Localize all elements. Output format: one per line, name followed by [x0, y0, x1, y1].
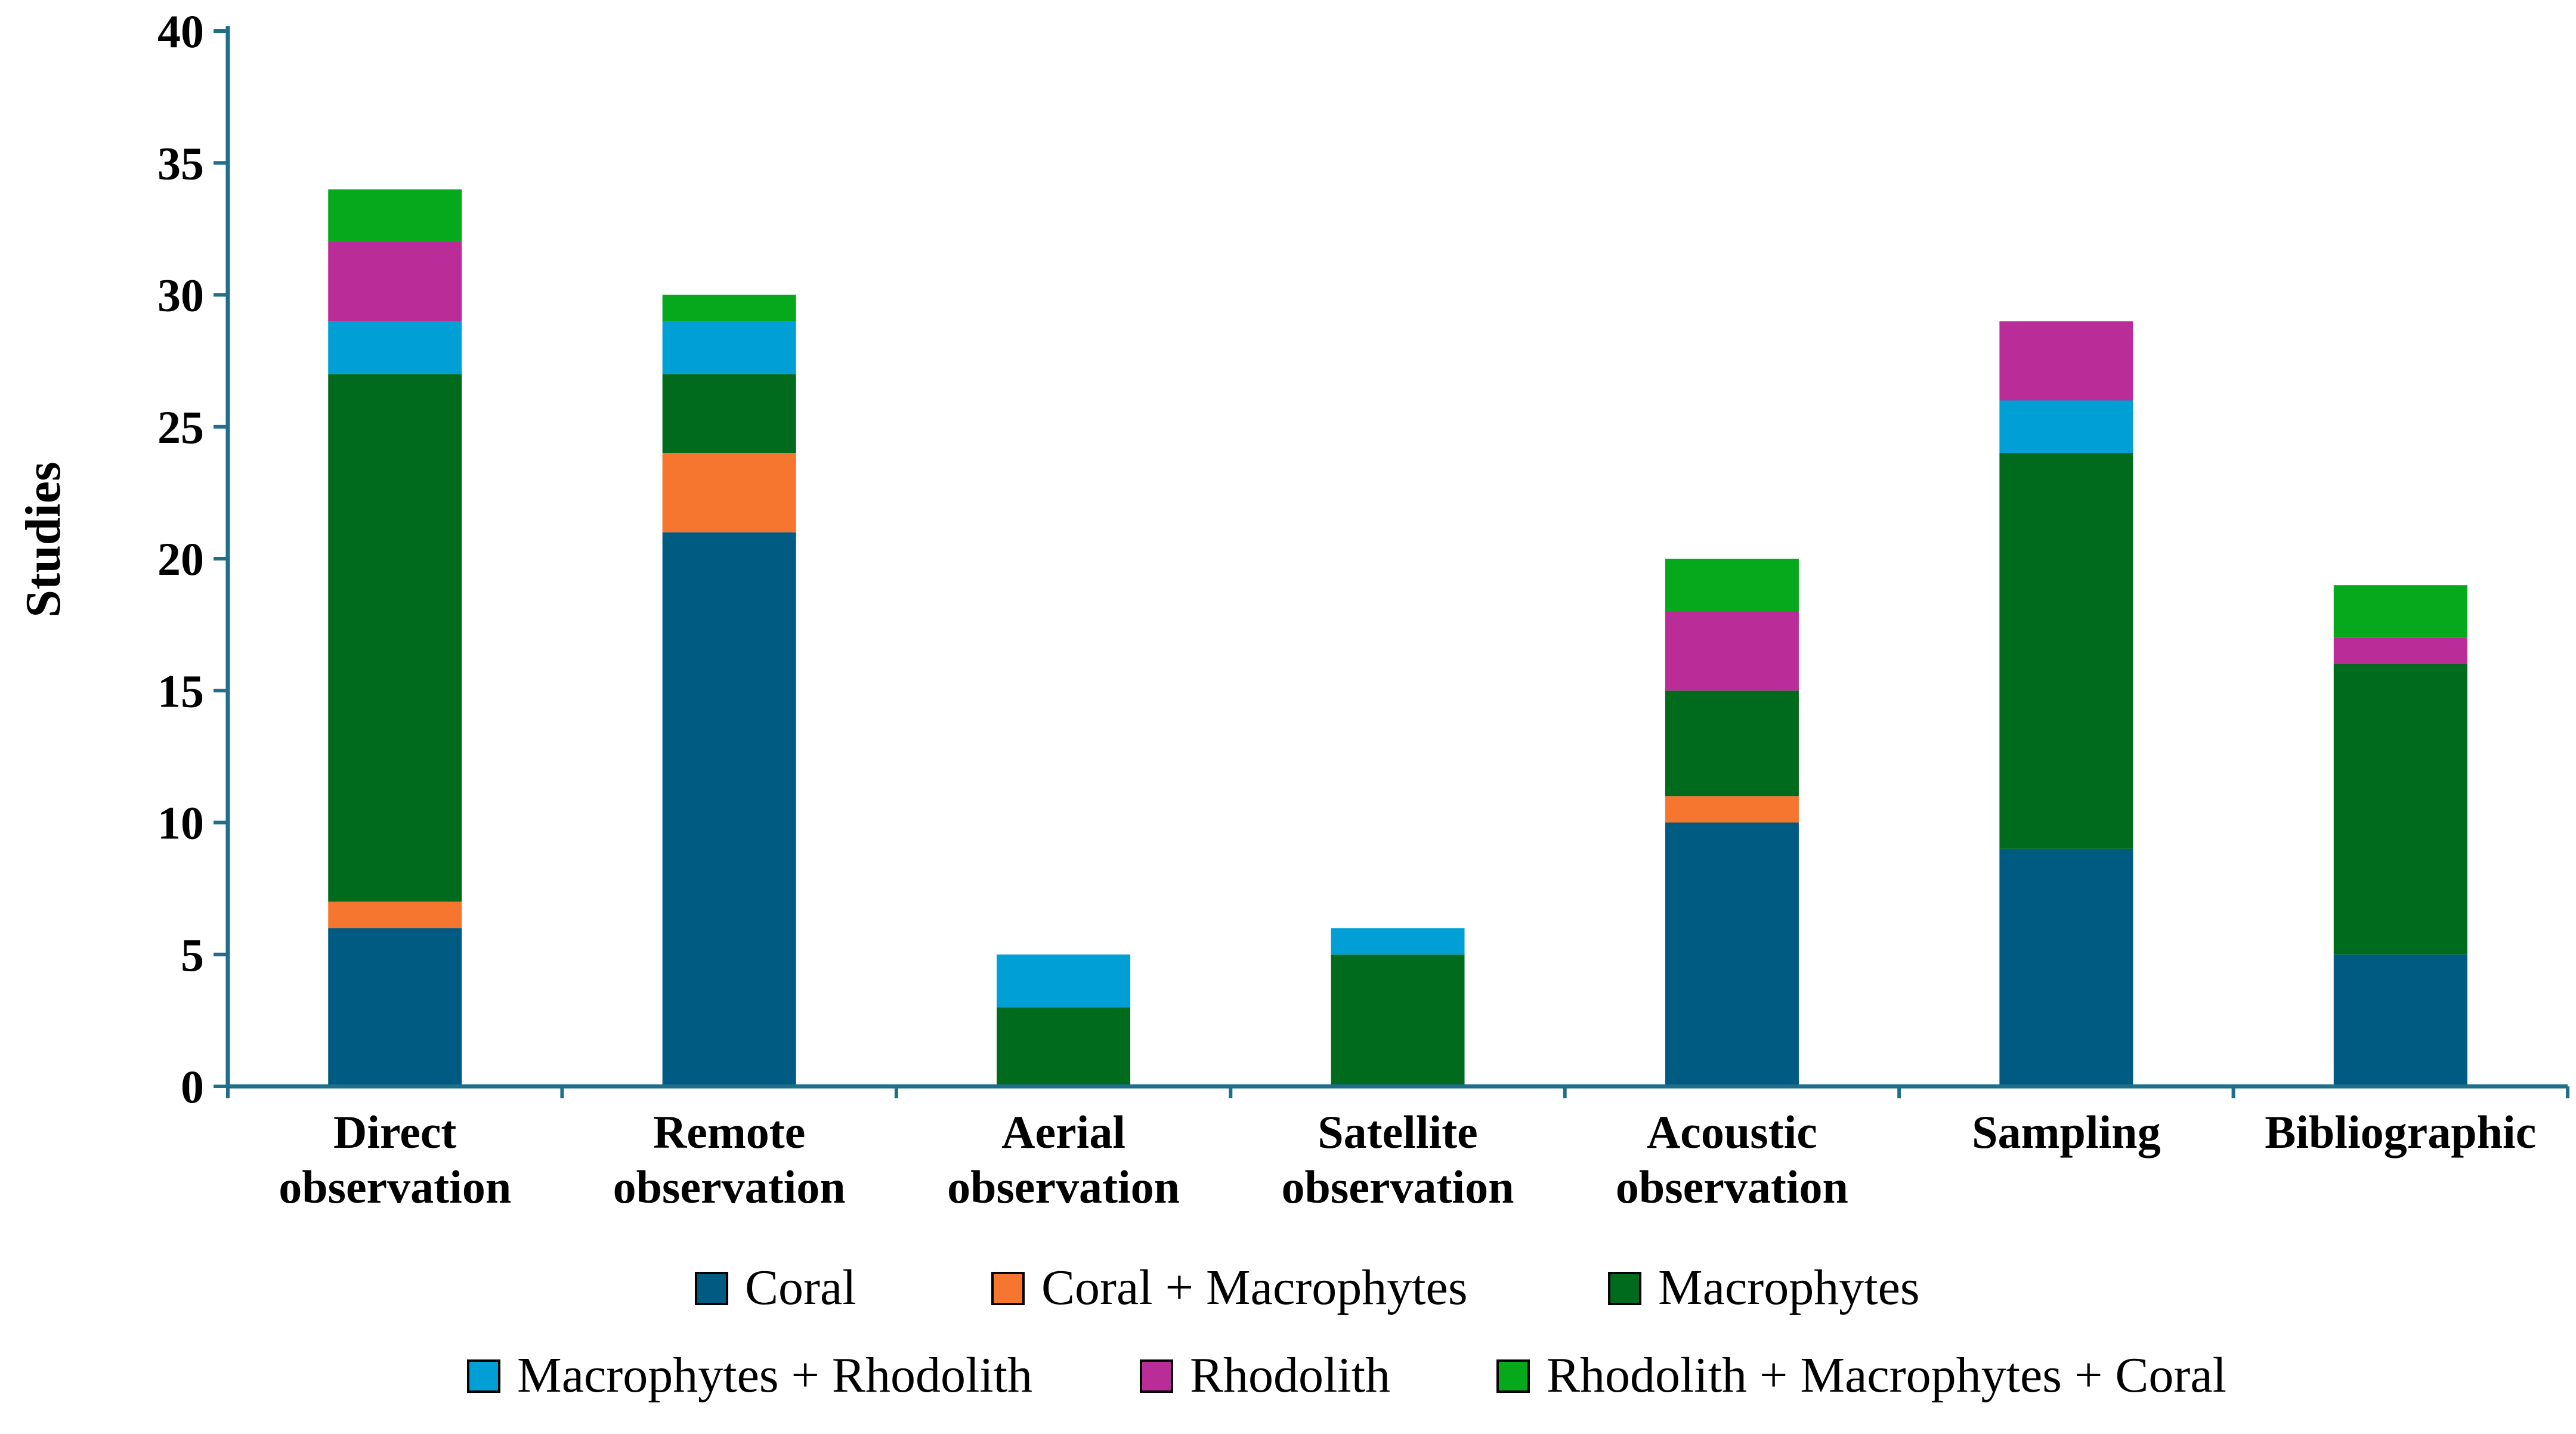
legend-item-coral: Coral: [695, 1260, 856, 1315]
category-label-acoustic-observation: Acoustic observation: [1616, 1106, 1848, 1213]
category-label-remote-observation: Remote observation: [613, 1106, 846, 1213]
legend-label-rhodolith: Rhodolith: [1190, 1348, 1390, 1403]
bar-rhodolith-acoustic-observation: [1665, 611, 1799, 691]
y-tick-label-10: 10: [157, 797, 204, 849]
bar-macrophytes-plus-rhodolith-sampling: [1999, 400, 2133, 453]
bar-macrophytes-plus-rhodolith-direct-observation: [328, 321, 462, 374]
axes-layer: [214, 26, 2569, 1098]
bar-rhodolith-direct-observation: [328, 242, 462, 321]
legend-label-coral-plus-macrophytes: Coral + Macrophytes: [1041, 1260, 1468, 1315]
legend-label-coral: Coral: [745, 1260, 856, 1315]
bar-macrophytes-acoustic-observation: [1665, 690, 1799, 797]
legend-swatch-rhodolith-plus-macrophytes-plus-coral: [1496, 1359, 1530, 1393]
legend-swatch-rhodolith: [1140, 1359, 1173, 1393]
bar-coral-plus-macrophytes-direct-observation: [328, 902, 462, 928]
legend-swatch-coral-plus-macrophytes: [991, 1272, 1025, 1305]
bar-rhodolith-plus-macrophytes-plus-coral-remote-observation: [662, 295, 796, 321]
legend-label-macrophytes: Macrophytes: [1658, 1260, 1920, 1315]
legend-swatch-coral: [695, 1272, 728, 1305]
legend-item-rhodolith: Rhodolith: [1140, 1348, 1390, 1403]
labels-layer: 0 5 10 15 20 25 30 35 40 Direct observation Remote o…: [16, 5, 2536, 1213]
y-tick-label-40: 40: [157, 5, 204, 57]
legend-layer: Coral Coral + Macrophytes Macrophytes Macro…: [467, 1260, 2226, 1403]
bar-rhodolith-plus-macrophytes-plus-coral-bibliographic: [2333, 585, 2467, 638]
bar-macrophytes-plus-rhodolith-remote-observation: [662, 321, 796, 374]
bar-rhodolith-sampling: [1999, 321, 2133, 401]
bar-rhodolith-plus-macrophytes-plus-coral-acoustic-observation: [1665, 559, 1799, 612]
y-tick-label-0: 0: [181, 1061, 204, 1113]
y-tick-label-35: 35: [157, 137, 204, 189]
bar-coral-plus-macrophytes-remote-observation: [662, 453, 796, 532]
bar-macrophytes-sampling: [1999, 453, 2133, 849]
legend-item-coral-plus-macrophytes: Coral + Macrophytes: [991, 1260, 1468, 1315]
bar-macrophytes-direct-observation: [328, 374, 462, 902]
category-label-aerial-observation: Aerial observation: [947, 1106, 1180, 1213]
y-axis-title: Studies: [16, 462, 71, 617]
bar-rhodolith-plus-macrophytes-plus-coral-direct-observation: [328, 189, 462, 242]
y-tick-label-30: 30: [157, 270, 204, 321]
bar-coral-sampling: [1999, 848, 2133, 1086]
bar-coral-acoustic-observation: [1665, 822, 1799, 1086]
legend-label-macrophytes-plus-rhodolith: Macrophytes + Rhodolith: [517, 1348, 1032, 1403]
category-label-sampling: Sampling: [1972, 1106, 2160, 1158]
bar-macrophytes-bibliographic: [2333, 664, 2467, 955]
bar-coral-remote-observation: [662, 532, 796, 1086]
legend-label-rhodolith-plus-macrophytes-plus-coral: Rhodolith + Macrophytes + Coral: [1547, 1348, 2226, 1403]
legend-item-macrophytes-plus-rhodolith: Macrophytes + Rhodolith: [467, 1348, 1032, 1403]
category-label-satellite-observation: Satellite observation: [1282, 1106, 1514, 1213]
category-label-direct-observation: Direct observation: [279, 1106, 511, 1213]
y-tick-label-5: 5: [181, 929, 204, 981]
bar-coral-bibliographic: [2333, 954, 2467, 1086]
bar-macrophytes-plus-rhodolith-satellite-observation: [1331, 928, 1465, 955]
legend-item-macrophytes: Macrophytes: [1608, 1260, 1920, 1315]
legend-swatch-macrophytes: [1608, 1272, 1641, 1305]
bars-layer: [328, 189, 2467, 1086]
bar-coral-direct-observation: [328, 928, 462, 1086]
y-tick-label-15: 15: [157, 665, 204, 717]
bar-coral-plus-macrophytes-acoustic-observation: [1665, 796, 1799, 823]
bar-macrophytes-aerial-observation: [997, 1007, 1131, 1086]
bar-macrophytes-satellite-observation: [1331, 954, 1465, 1086]
y-tick-label-25: 25: [157, 401, 204, 453]
bar-macrophytes-plus-rhodolith-aerial-observation: [997, 954, 1131, 1008]
bar-macrophytes-remote-observation: [662, 374, 796, 453]
bar-rhodolith-bibliographic: [2333, 637, 2467, 664]
legend-item-rhodolith-plus-macrophytes-plus-coral: Rhodolith + Macrophytes + Coral: [1496, 1348, 2226, 1403]
y-tick-label-20: 20: [157, 533, 204, 585]
legend-swatch-macrophytes-plus-rhodolith: [467, 1359, 500, 1393]
category-label-bibliographic: Bibliographic: [2265, 1106, 2536, 1158]
